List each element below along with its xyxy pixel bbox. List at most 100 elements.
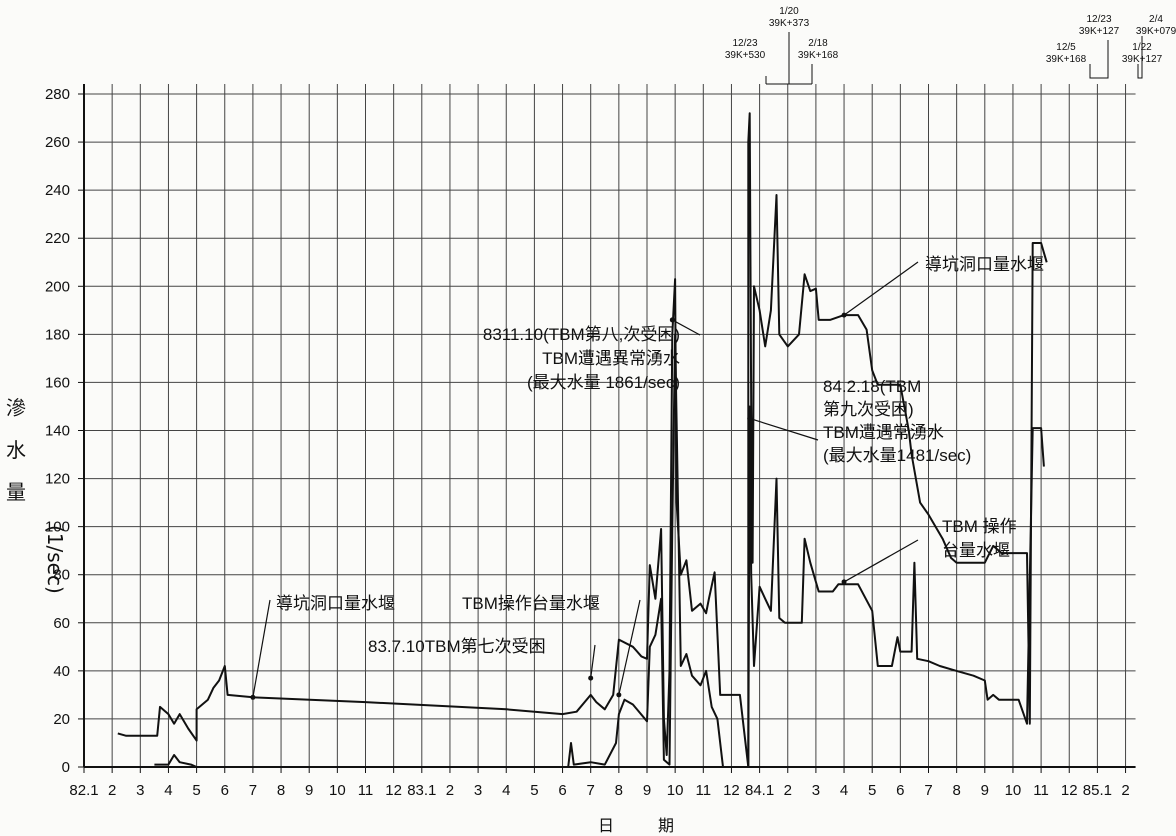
x-tick-label: 7 <box>587 782 595 799</box>
x-tick-label: 6 <box>558 782 566 799</box>
annotation-text: (最大水量1481/sec) <box>823 446 971 465</box>
annotation-text: TBM操作台量水堰 <box>462 594 600 613</box>
x-tick-label: 6 <box>896 782 904 799</box>
annotation-leader <box>843 261 919 316</box>
x-tick-label: 10 <box>667 782 684 799</box>
y-axis-label-char-2: 水 <box>6 438 26 462</box>
annotation-text: 8311.10(TBM第八,次受困) <box>483 325 680 344</box>
station-chainage: 39K+530 <box>725 50 766 61</box>
x-tick-label: 9 <box>981 782 989 799</box>
annotation-leader <box>672 319 701 336</box>
x-tick-label: 2 <box>446 782 454 799</box>
x-tick-label: 84.1 <box>745 782 774 799</box>
station-bracket <box>1089 40 1109 79</box>
x-tick-label: 12 <box>723 782 740 799</box>
x-tick-label: 11 <box>1033 782 1049 799</box>
x-tick-label: 9 <box>305 782 313 799</box>
y-tick-label: 40 <box>53 663 70 680</box>
annotation-arrowhead <box>250 694 256 700</box>
y-tick-label: 60 <box>53 615 70 632</box>
annotation-arrowhead <box>588 675 594 681</box>
x-tick-label: 7 <box>924 782 932 799</box>
x-tick-label: 8 <box>952 782 960 799</box>
annotation-arrowhead <box>841 579 847 585</box>
x-tick-label: 2 <box>784 782 792 799</box>
annotation-leader <box>590 644 596 679</box>
annotation-text: 導坑洞口量水堰 <box>276 594 395 613</box>
y-tick-label: 260 <box>45 134 70 151</box>
station-chainage: 39K+168 <box>798 50 839 61</box>
x-tick-label: 9 <box>643 782 651 799</box>
annotation-leader <box>843 539 919 583</box>
x-tick-label: 5 <box>530 782 538 799</box>
y-tick-label: 180 <box>45 326 70 343</box>
x-tick-label: 7 <box>249 782 257 799</box>
annotation-text: TBM遭遇常湧水 <box>823 423 944 442</box>
y-tick-label: 280 <box>45 86 70 103</box>
station-chainage: 39K+127 <box>1079 26 1120 37</box>
x-tick-label: 12 <box>385 782 402 799</box>
y-axis-label-unit: (1/sec) <box>43 525 67 594</box>
x-tick-label: 2 <box>1121 782 1129 799</box>
y-tick-label: 240 <box>45 182 70 199</box>
x-tick-label: 3 <box>136 782 144 799</box>
x-tick-label: 8 <box>615 782 623 799</box>
station-date: 2/4 <box>1149 14 1163 25</box>
series-line-2 <box>154 333 1045 768</box>
station-markers: 1/2039K+37312/2339K+5302/1839K+16812/233… <box>725 6 1176 85</box>
x-tick-label: 82.1 <box>69 782 98 799</box>
x-tick-label: 83.1 <box>407 782 436 799</box>
station-date: 2/18 <box>808 38 828 49</box>
station-date: 12/23 <box>1086 14 1111 25</box>
x-axis-label-char-2: 期 <box>658 816 675 835</box>
x-tick-label: 12 <box>1061 782 1078 799</box>
series-line-1 <box>117 112 1048 768</box>
y-tick-label: 140 <box>45 423 70 440</box>
x-tick-label: 10 <box>329 782 346 799</box>
x-tick-label: 4 <box>502 782 510 799</box>
y-tick-label: 20 <box>53 711 70 728</box>
y-axis-label-char-1: 滲 <box>6 396 26 420</box>
station-chainage: 39K+079 <box>1136 26 1176 37</box>
annotation-leader <box>252 599 271 698</box>
annotation-text: 84.2.18(TBM <box>823 377 921 396</box>
x-tick-label: 85.1 <box>1083 782 1112 799</box>
x-tick-label: 4 <box>840 782 848 799</box>
x-tick-label: 5 <box>192 782 200 799</box>
annotation-text: (最大水量 1861/sec) <box>527 373 680 392</box>
x-tick-label: 11 <box>696 782 712 799</box>
x-tick-label: 3 <box>812 782 820 799</box>
x-tick-label: 10 <box>1005 782 1022 799</box>
annotation-text: TBM遭遇異常湧水 <box>542 349 680 368</box>
annotation-leader <box>618 599 641 696</box>
annotation-text: 83.7.10TBM第七次受困 <box>368 637 546 656</box>
x-tick-label: 6 <box>221 782 229 799</box>
annotations: 導坑洞口量水堰 TBM操作台量水堰 83.7.10TBM第七次受困 8311.10(T… <box>250 255 1044 700</box>
grid <box>83 84 1136 768</box>
station-date: 12/5 <box>1056 42 1076 53</box>
y-tick-label: 0 <box>62 759 70 776</box>
annotation-text: 第九次受困) <box>823 400 914 419</box>
station-bracket <box>1137 36 1143 79</box>
y-tick-label: 80 <box>53 567 70 584</box>
x-tick-label: 3 <box>474 782 482 799</box>
annotation-text: 台量水堰 <box>942 541 1010 560</box>
annotation-text: 導坑洞口量水堰 <box>925 255 1044 274</box>
series-layer <box>117 112 1048 768</box>
y-tick-label: 100 <box>45 519 70 536</box>
annotation-arrowhead <box>669 317 675 323</box>
x-tick-label: 5 <box>868 782 876 799</box>
annotation-arrowhead <box>747 415 753 421</box>
x-tick-label: 8 <box>277 782 285 799</box>
x-tick-label: 4 <box>164 782 172 799</box>
y-tick-label: 160 <box>45 374 70 391</box>
y-axis-label-char-3: 量 <box>6 480 26 504</box>
y-tick-label: 220 <box>45 230 70 247</box>
annotation-leader <box>749 417 819 441</box>
x-tick-label: 2 <box>108 782 116 799</box>
y-tick-label: 120 <box>45 471 70 488</box>
annotation-text: TBM 操作 <box>942 517 1017 536</box>
y-tick-label: 200 <box>45 278 70 295</box>
x-tick-label: 11 <box>358 782 374 799</box>
